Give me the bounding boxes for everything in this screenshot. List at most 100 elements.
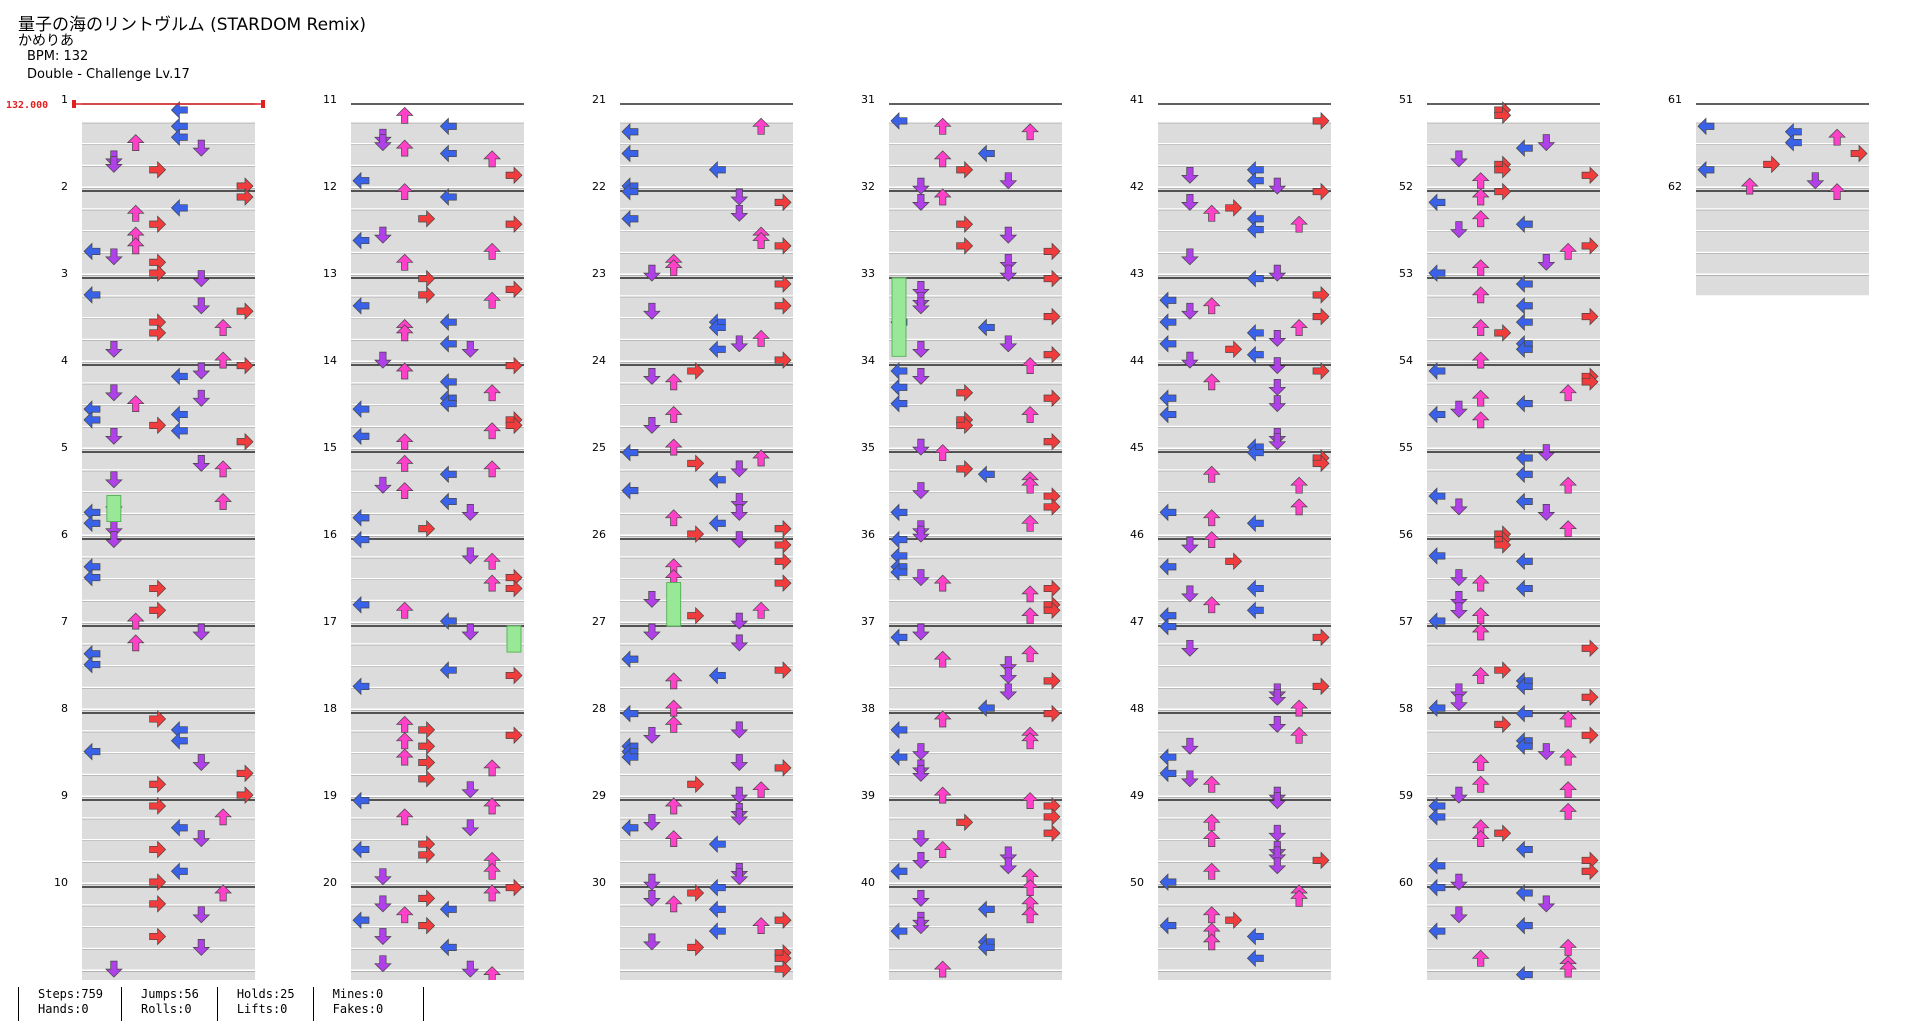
- stat-lifts: Lifts:0: [236, 1002, 288, 1016]
- note-arrow: [664, 895, 683, 913]
- note-arrow: [192, 754, 211, 771]
- note-arrow: [149, 775, 167, 794]
- beat-band: [620, 558, 793, 578]
- note-arrow: [730, 868, 749, 886]
- note-arrow: [977, 699, 995, 717]
- note-arrow: [1268, 357, 1287, 375]
- beat-band: [351, 405, 524, 426]
- note-arrow: [1181, 166, 1199, 184]
- note-arrow: [912, 281, 930, 298]
- note-arrow: [461, 504, 480, 521]
- note-arrow: [149, 797, 167, 815]
- note-arrow: [933, 710, 952, 728]
- measure-number: 23: [592, 267, 606, 280]
- note-arrow: [192, 623, 211, 641]
- note-arrow: [170, 731, 188, 750]
- note-arrow: [774, 960, 792, 978]
- measure-number: 52: [1399, 180, 1413, 193]
- note-arrow: [1021, 123, 1039, 141]
- stat-holds: Holds:25: [236, 987, 295, 1001]
- note-arrow: [439, 394, 457, 413]
- beat-band: [1158, 362, 1331, 383]
- note-arrow: [890, 394, 908, 413]
- beat-band: [889, 732, 1062, 752]
- beat-band: [889, 253, 1062, 274]
- stat-col-holds: Holds:25 Lifts:0: [216, 987, 313, 1021]
- note-arrow: [752, 449, 770, 467]
- note-arrow: [395, 362, 414, 380]
- note-arrow: [214, 808, 232, 826]
- beat-band: [82, 384, 255, 404]
- measure-number: 38: [861, 702, 875, 715]
- note-arrow: [1428, 362, 1446, 380]
- measure-number: 37: [861, 615, 875, 628]
- note-arrow: [730, 634, 749, 652]
- note-arrow: [1043, 307, 1061, 326]
- beat-band: [351, 297, 524, 317]
- measure-number: 53: [1399, 267, 1413, 280]
- measure-number: 61: [1668, 93, 1682, 106]
- beat-band: [82, 688, 255, 709]
- note-arrow: [1471, 574, 1490, 592]
- note-arrow: [483, 966, 501, 980]
- song-title: 量子の海のリントヴルム (STARDOM Remix): [18, 15, 367, 35]
- note-arrow: [708, 666, 726, 685]
- note-arrow: [418, 846, 436, 864]
- note-arrow: [730, 188, 749, 206]
- note-arrow: [752, 781, 770, 799]
- beat-band: [889, 427, 1062, 448]
- note-arrow: [1246, 220, 1264, 239]
- note-arrow: [192, 362, 211, 380]
- note-arrow: [395, 253, 414, 271]
- beat-band: [351, 275, 524, 296]
- note-arrow: [395, 748, 414, 766]
- note-arrow: [1159, 764, 1177, 783]
- note-arrow: [730, 786, 749, 804]
- beat-band: [620, 536, 793, 557]
- note-arrow: [912, 623, 930, 641]
- beat-band: [351, 949, 524, 970]
- beat-band: [1427, 384, 1600, 404]
- note-arrow: [1784, 133, 1802, 152]
- note-arrow: [1268, 716, 1287, 733]
- note-arrow: [1268, 264, 1287, 282]
- note-arrow: [774, 193, 792, 212]
- note-arrow: [621, 650, 639, 669]
- note-arrow: [1225, 911, 1243, 930]
- note-arrow: [774, 661, 792, 679]
- note-arrow: [1581, 688, 1599, 707]
- note-arrow: [1428, 264, 1446, 282]
- note-arrow: [890, 628, 908, 647]
- beat-band: [1158, 884, 1331, 905]
- note-arrow: [1021, 585, 1039, 603]
- note-arrow: [395, 601, 414, 619]
- beat-band: [1427, 471, 1600, 491]
- note-arrow: [999, 253, 1018, 271]
- beat-band: [82, 188, 255, 209]
- note-arrow: [912, 482, 930, 500]
- note-arrow: [483, 797, 501, 815]
- note-arrow: [170, 405, 188, 424]
- note-arrow: [505, 166, 523, 185]
- note-arrow: [890, 112, 908, 130]
- measure-number: 8: [61, 702, 68, 715]
- stats-panel: Steps:759 Hands:0 Jumps:56 Rolls:0 Holds…: [18, 987, 425, 1021]
- beat-band: [620, 797, 793, 818]
- note-arrow: [1494, 182, 1512, 201]
- note-arrow: [1181, 194, 1199, 211]
- note-arrow: [505, 878, 523, 897]
- note-arrow: [1515, 737, 1533, 756]
- beat-band: [620, 971, 793, 980]
- note-arrow: [730, 531, 749, 549]
- beat-band: [620, 471, 793, 491]
- note-arrow: [1428, 487, 1446, 505]
- beat-band: [620, 492, 793, 513]
- note-arrow: [374, 868, 392, 886]
- beat-band: [1158, 949, 1331, 970]
- note-arrow: [483, 574, 501, 592]
- note-arrow: [83, 742, 101, 761]
- note-arrow: [1450, 873, 1468, 891]
- note-arrow: [1471, 259, 1490, 277]
- note-arrow: [912, 852, 930, 869]
- note-arrow: [1559, 242, 1577, 260]
